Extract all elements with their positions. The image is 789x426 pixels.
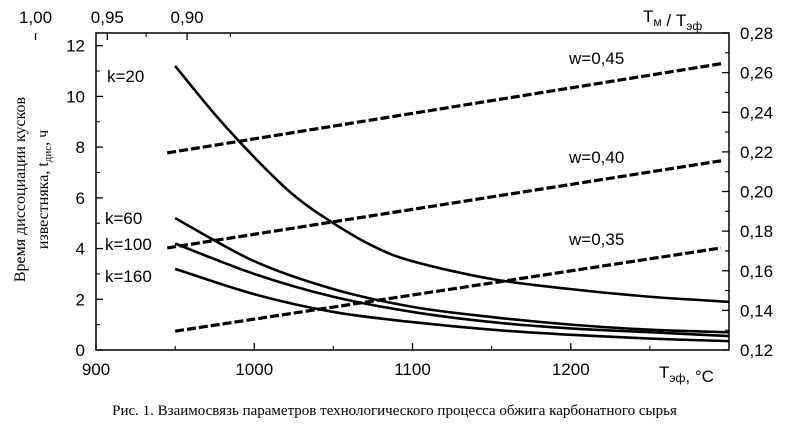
top-axis: 0,900,951,001,05 [19, 8, 231, 40]
left-tick-label: 8 [76, 138, 85, 157]
series-line-w-0-45 [166, 62, 722, 155]
right-tick-label: 0,18 [740, 222, 773, 241]
curve-label: w=0,35 [568, 230, 624, 249]
curve-label: w=0,40 [568, 148, 624, 167]
curve-labels: k=20 k=60 k=100 k=160 w=0,45 w=0,40 w=0,35 [105, 49, 624, 286]
series-line-k-60 [174, 216, 730, 334]
left-tick-label: 0 [76, 341, 85, 360]
series-line-k-20 [174, 65, 730, 304]
curve-label: k=100 [105, 235, 152, 254]
right-tick-label: 0,22 [740, 143, 773, 162]
top-tick-label: 0,90 [171, 8, 204, 27]
right-tick-label: 0,24 [740, 103, 773, 122]
left-tick-label: 6 [76, 189, 85, 208]
left-tick-label: 4 [76, 240, 85, 259]
right-tick-label: 0,14 [740, 301, 773, 320]
bottom-axis-title: Tэф, °C [659, 363, 714, 386]
right-tick-label: 0,16 [740, 262, 773, 281]
right-axis: 0,12 0,14 0,16 0,18 0,20 0,22 0,24 0,26 0,28 [722, 24, 773, 360]
plot-area-frame [95, 32, 730, 351]
bottom-tick-label: 1200 [552, 360, 590, 379]
series-line-w-0-40 [166, 159, 722, 250]
left-axis-title-line2: известняка, tдис, ч [35, 130, 54, 249]
bottom-axis: 900 1000 1100 1200 [82, 343, 651, 379]
bottom-tick-label: 1000 [235, 360, 273, 379]
series-line-w-0-35 [174, 246, 722, 333]
curve-label: k=60 [105, 209, 142, 228]
right-tick-label: 0,20 [740, 183, 773, 202]
bottom-tick-label: 900 [82, 360, 110, 379]
right-tick-label: 0,26 [740, 64, 773, 83]
curve-label: k=160 [105, 267, 152, 286]
left-tick-label: 10 [66, 87, 85, 106]
bottom-tick-label: 1100 [394, 360, 431, 379]
left-tick-label: 12 [66, 37, 85, 56]
figure-caption: Рис. 1. Взаимосвязь параметров технологи… [112, 403, 677, 419]
top-tick-label: 1,00 [19, 8, 52, 27]
top-axis-title: Tм / Tэф [643, 7, 702, 33]
series-line-k-100 [174, 242, 730, 338]
right-tick-label: 0,12 [740, 341, 773, 360]
left-tick-label: 2 [76, 290, 85, 309]
right-tick-label: 0,28 [740, 24, 773, 43]
top-tick-label: 0,95 [91, 8, 124, 27]
series-group [166, 62, 730, 343]
left-axis: 0 2 4 6 8 10 12 [66, 37, 103, 360]
left-axis-title-line1: Время диссоциации кусков [12, 96, 29, 282]
series-line-k-160 [174, 267, 730, 343]
curve-label: w=0,45 [568, 49, 624, 68]
curve-label: k=20 [107, 67, 144, 86]
